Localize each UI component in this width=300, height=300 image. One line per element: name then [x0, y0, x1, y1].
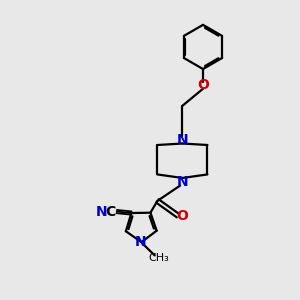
Text: O: O: [197, 78, 209, 92]
Text: N: N: [177, 133, 188, 147]
Text: N: N: [177, 175, 188, 189]
Text: O: O: [176, 209, 188, 223]
Text: N: N: [95, 205, 107, 219]
Text: CH₃: CH₃: [149, 254, 170, 263]
Text: N: N: [135, 235, 147, 249]
Text: C: C: [106, 205, 116, 219]
